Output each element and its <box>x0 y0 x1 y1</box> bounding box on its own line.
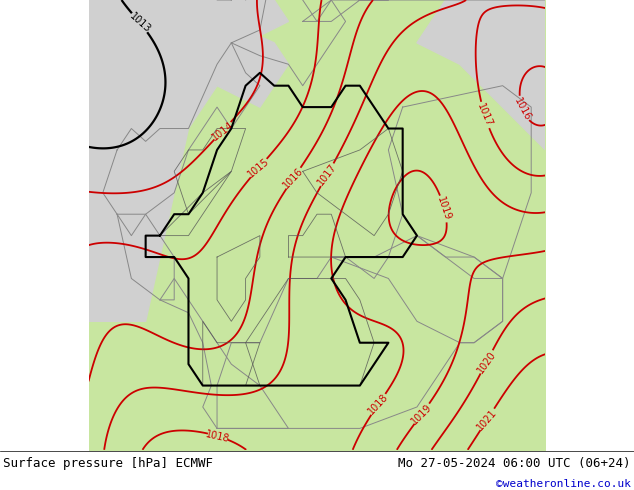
Text: Mo 27-05-2024 06:00 UTC (06+24): Mo 27-05-2024 06:00 UTC (06+24) <box>398 457 631 470</box>
Text: 1018: 1018 <box>205 429 231 444</box>
Polygon shape <box>89 0 188 236</box>
Text: 1020: 1020 <box>476 349 498 375</box>
Text: 1016: 1016 <box>512 96 533 122</box>
Text: 1014: 1014 <box>210 120 235 142</box>
Text: ©weatheronline.co.uk: ©weatheronline.co.uk <box>496 479 631 489</box>
Text: 1016: 1016 <box>281 166 306 191</box>
Text: 1019: 1019 <box>410 402 434 426</box>
Polygon shape <box>89 0 288 321</box>
Text: 1021: 1021 <box>476 407 499 432</box>
Text: 1015: 1015 <box>246 156 271 180</box>
Text: 1018: 1018 <box>366 392 391 416</box>
Text: 1017: 1017 <box>316 162 339 188</box>
Text: Surface pressure [hPa] ECMWF: Surface pressure [hPa] ECMWF <box>3 457 213 470</box>
Polygon shape <box>417 0 545 150</box>
Text: 1013: 1013 <box>127 11 152 34</box>
Text: 1017: 1017 <box>476 102 494 128</box>
Polygon shape <box>89 0 288 128</box>
Text: 1019: 1019 <box>436 196 453 222</box>
